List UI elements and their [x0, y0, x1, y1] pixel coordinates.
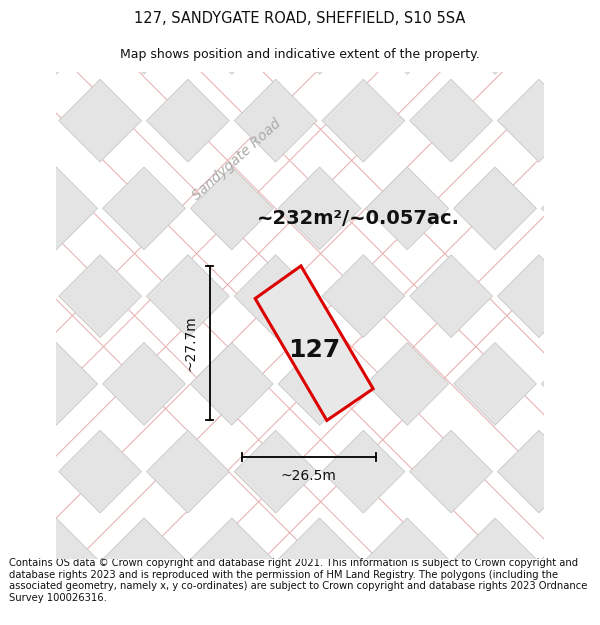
Polygon shape: [278, 167, 361, 250]
Polygon shape: [146, 606, 229, 625]
Polygon shape: [410, 430, 493, 513]
Text: Sandygate Road: Sandygate Road: [190, 116, 284, 203]
Polygon shape: [255, 266, 373, 421]
Polygon shape: [0, 0, 10, 74]
Polygon shape: [146, 255, 229, 338]
Text: ~26.5m: ~26.5m: [281, 469, 337, 483]
Polygon shape: [0, 167, 10, 250]
Polygon shape: [59, 79, 142, 162]
Polygon shape: [454, 518, 536, 601]
Polygon shape: [190, 342, 273, 425]
Polygon shape: [585, 430, 600, 513]
Polygon shape: [366, 167, 449, 250]
Polygon shape: [497, 255, 580, 338]
Polygon shape: [59, 606, 142, 625]
Polygon shape: [278, 0, 361, 74]
Polygon shape: [15, 342, 98, 425]
Text: ~27.7m: ~27.7m: [184, 315, 197, 371]
Polygon shape: [278, 342, 361, 425]
Polygon shape: [585, 606, 600, 625]
Polygon shape: [366, 342, 449, 425]
Polygon shape: [585, 79, 600, 162]
Polygon shape: [0, 342, 10, 425]
Polygon shape: [234, 255, 317, 338]
Polygon shape: [146, 430, 229, 513]
Polygon shape: [0, 430, 54, 513]
Polygon shape: [190, 518, 273, 601]
Polygon shape: [497, 606, 580, 625]
Polygon shape: [0, 518, 10, 601]
Polygon shape: [190, 0, 273, 74]
Polygon shape: [15, 167, 98, 250]
Text: Contains OS data © Crown copyright and database right 2021. This information is : Contains OS data © Crown copyright and d…: [9, 558, 587, 603]
Polygon shape: [541, 0, 600, 74]
Polygon shape: [59, 430, 142, 513]
Polygon shape: [410, 255, 493, 338]
Polygon shape: [585, 255, 600, 338]
Polygon shape: [15, 518, 98, 601]
Polygon shape: [322, 255, 405, 338]
Text: ~232m²/~0.057ac.: ~232m²/~0.057ac.: [257, 209, 460, 227]
Polygon shape: [103, 342, 185, 425]
Polygon shape: [322, 430, 405, 513]
Polygon shape: [103, 167, 185, 250]
Text: Map shows position and indicative extent of the property.: Map shows position and indicative extent…: [120, 48, 480, 61]
Polygon shape: [497, 79, 580, 162]
Polygon shape: [497, 430, 580, 513]
Polygon shape: [366, 0, 449, 74]
Polygon shape: [103, 518, 185, 601]
Polygon shape: [234, 79, 317, 162]
Polygon shape: [410, 79, 493, 162]
Polygon shape: [541, 167, 600, 250]
Polygon shape: [0, 79, 54, 162]
Polygon shape: [0, 606, 54, 625]
Polygon shape: [454, 167, 536, 250]
Polygon shape: [322, 606, 405, 625]
Polygon shape: [322, 79, 405, 162]
Polygon shape: [454, 0, 536, 74]
Polygon shape: [0, 255, 54, 338]
Text: 127, SANDYGATE ROAD, SHEFFIELD, S10 5SA: 127, SANDYGATE ROAD, SHEFFIELD, S10 5SA: [134, 11, 466, 26]
Polygon shape: [59, 255, 142, 338]
Polygon shape: [146, 79, 229, 162]
Polygon shape: [541, 518, 600, 601]
Text: 127: 127: [289, 338, 341, 362]
Polygon shape: [454, 342, 536, 425]
Polygon shape: [234, 606, 317, 625]
Polygon shape: [541, 342, 600, 425]
Polygon shape: [410, 606, 493, 625]
Polygon shape: [15, 0, 98, 74]
Polygon shape: [103, 0, 185, 74]
Polygon shape: [278, 518, 361, 601]
Polygon shape: [366, 518, 449, 601]
Polygon shape: [234, 430, 317, 513]
Polygon shape: [190, 167, 273, 250]
